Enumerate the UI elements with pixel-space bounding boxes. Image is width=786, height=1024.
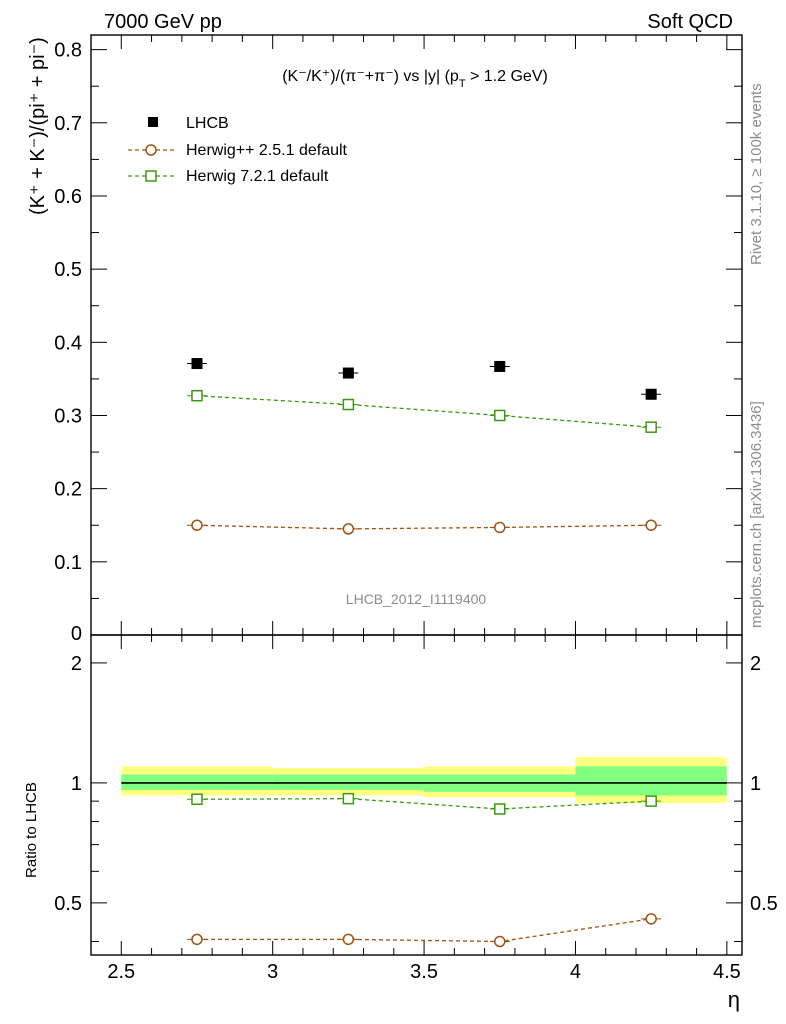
main-lhcb-point (494, 360, 506, 372)
ratio-band-inner-3 (575, 766, 727, 796)
ratio-frame (90, 634, 743, 956)
ratio-y-tick-label-left: 0.5 (54, 893, 82, 915)
ratio-herwig25-point (191, 933, 203, 946)
x-tick-label: 4 (570, 961, 581, 983)
xaxis-label: η (728, 987, 740, 1012)
main-y-tick-label: 0.6 (54, 186, 82, 208)
ratio-y-tick-label-left: 2 (71, 653, 82, 675)
ratio-herwig72-point (342, 792, 355, 805)
main-plot: 0.1 0.2 0.3 0.4 0.5 0.6 0.7 0.8 0 (54, 35, 742, 645)
x-tick-label: 3 (267, 961, 278, 983)
main-herwig72-line (196, 395, 652, 428)
ratio-plot: 2.5 3 3.5 4 4.5 0.5 0.5 1 1 2 2 (54, 635, 778, 983)
main-y-tick-label-zero: 0 (71, 623, 82, 645)
ratio-herwig72-point (645, 795, 657, 807)
main-herwig25-point (645, 519, 657, 531)
mcplots-label: mcplots.cern.ch [arXiv:1306.3436] (748, 401, 765, 628)
main-herwig72-point (342, 398, 355, 411)
main-herwig72-point (645, 421, 657, 433)
ratio-herwig72-line (196, 798, 652, 810)
legend-marker-lhcb (148, 117, 158, 127)
ratio-y-tick-label-right: 2 (750, 653, 761, 675)
main-herwig25-point (342, 523, 355, 535)
main-herwig25-point (191, 519, 203, 531)
plot-title: (K⁻/K⁺)/(π⁻+π⁻) vs |y| (pT > 1.2 GeV) (282, 68, 548, 90)
main-herwig72-point (494, 409, 506, 422)
header-right: Soft QCD (647, 11, 733, 33)
ratio-herwig72-point (191, 793, 203, 805)
x-tick-label: 3.5 (410, 961, 438, 983)
ratio-herwig72-point (494, 803, 506, 815)
analysis-watermark: LHCB_2012_I1119400 (346, 591, 487, 607)
legend-marker-herwig72 (145, 170, 157, 182)
main-y-tick-label: 0.1 (54, 552, 82, 574)
legend-label-herwig72: Herwig 7.2.1 default (186, 168, 329, 185)
legend-label-herwig25: Herwig++ 2.5.1 default (186, 142, 348, 159)
header-left: 7000 GeV pp (104, 11, 222, 33)
main-lhcb-point (645, 388, 657, 400)
x-tick-label: 2.5 (107, 961, 135, 983)
ratio-y-tick-label-right: 1 (750, 773, 761, 795)
main-ylabel: (K⁺ + K⁻)/(pi⁺ + pi⁻) (27, 37, 49, 215)
main-y-tick-label: 0.2 (54, 479, 82, 501)
main-herwig25-point (494, 521, 506, 534)
ratio-herwig25-point (494, 935, 506, 948)
main-y-tick-label: 0.7 (54, 113, 82, 135)
main-herwig72-point (191, 389, 203, 402)
main-y-tick-label: 0.5 (54, 259, 82, 281)
main-y-tick-label: 0.8 (54, 40, 82, 62)
ratio-herwig25-line (196, 918, 652, 943)
main-y-tick-label: 0.4 (54, 332, 82, 354)
legend-marker-herwig25 (145, 144, 157, 156)
rivet-label: Rivet 3.1.10, ≥ 100k events (748, 83, 765, 265)
main-lhcb-point (342, 367, 354, 379)
x-tick-label: 4.5 (713, 961, 741, 983)
ratio-y-tick-label-right: 0.5 (750, 893, 778, 915)
main-lhcb-point (191, 358, 203, 370)
legend-label-lhcb: LHCB (186, 115, 229, 132)
ratio-ylabel: Ratio to LHCB (23, 782, 40, 878)
ratio-herwig25-point (342, 933, 355, 946)
legend: LHCB Herwig++ 2.5.1 default Herwig 7.2.1… (128, 115, 348, 185)
ratio-herwig25-point (645, 913, 657, 925)
main-herwig25-line (196, 524, 652, 530)
ratio-y-tick-label-left: 1 (71, 773, 82, 795)
main-y-tick-label: 0.3 (54, 405, 82, 427)
